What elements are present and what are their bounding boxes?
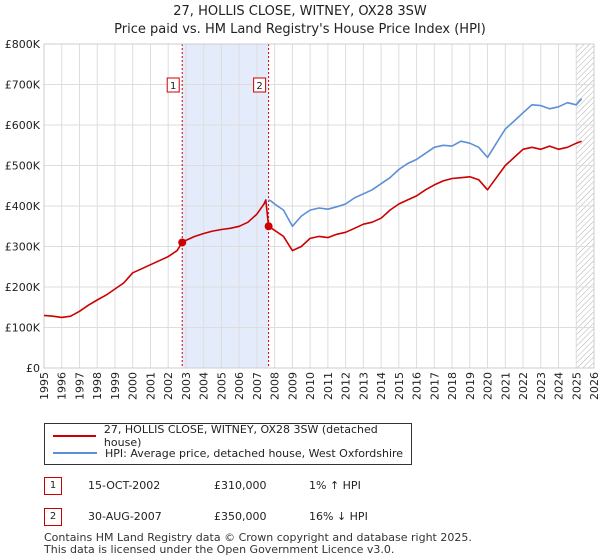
transaction-price: £310,000 (214, 479, 267, 492)
y-tick-label: £300K (5, 241, 41, 254)
legend-label-property: 27, HOLLIS CLOSE, WITNEY, OX28 3SW (deta… (103, 423, 378, 449)
transaction-date: 30-AUG-2007 (88, 510, 162, 523)
x-tick-label: 2008 (269, 372, 282, 400)
transaction-price: £350,000 (214, 510, 267, 523)
x-tick-label: 2021 (499, 372, 512, 400)
x-tick-label: 2011 (322, 372, 335, 400)
price-chart: £0 £100K £200K £300K £400K £500K £600K £700K £80… (5, 38, 600, 400)
transaction-badge: 2 (44, 508, 62, 526)
legend-item-hpi: HPI: Average price, detached house, West… (53, 445, 403, 461)
marker-label: 1 (170, 81, 176, 92)
legend-line-property (53, 435, 96, 437)
legend: 27, HOLLIS CLOSE, WITNEY, OX28 3SW (deta… (44, 423, 412, 465)
x-tick-label: 2025 (570, 372, 583, 400)
x-tick-label: 2026 (588, 372, 600, 400)
legend-label-hpi: HPI: Average price, detached house, West… (105, 446, 404, 460)
y-tick-label: £800K (5, 38, 41, 51)
y-tick-label: £600K (5, 119, 41, 132)
transaction-row: 2 30-AUG-2007 £350,000 16% ↓ HPI (44, 508, 564, 526)
x-tick-label: 2012 (340, 372, 353, 400)
y-tick-label: £200K (5, 281, 41, 294)
x-tick-label: 2020 (482, 372, 495, 400)
x-tick-label: 2017 (428, 372, 441, 400)
x-tick-label: 1999 (109, 372, 122, 400)
transaction-date: 15-OCT-2002 (88, 479, 161, 492)
x-tick-label: 2019 (464, 372, 477, 400)
x-tick-label: 2001 (144, 372, 157, 400)
y-tick-label: £400K (5, 200, 41, 213)
x-tick-label: 2014 (375, 372, 388, 400)
x-tick-label: 1995 (38, 372, 51, 400)
x-tick-label: 1996 (56, 372, 69, 400)
y-tick-label: £500K (5, 160, 41, 173)
transaction-row: 1 15-OCT-2002 £310,000 1% ↑ HPI (44, 477, 564, 495)
marker-box (166, 77, 180, 93)
x-tick-label: 2023 (535, 372, 548, 400)
y-tick-label: £100K (5, 322, 41, 335)
x-tick-label: 2016 (411, 372, 424, 400)
footer-licence: This data is licensed under the Open Gov… (44, 543, 395, 556)
x-tick-label: 2015 (393, 372, 406, 400)
plot-area (43, 43, 595, 369)
footer-copyright: Contains HM Land Registry data © Crown c… (44, 531, 472, 544)
legend-line-hpi (53, 452, 97, 454)
transaction-hpi-diff: 1% ↑ HPI (309, 479, 361, 492)
x-tick-label: 2022 (517, 372, 530, 400)
transaction-point (264, 222, 273, 231)
x-tick-label: 2005 (215, 372, 228, 400)
chart-title: 27, HOLLIS CLOSE, WITNEY, OX28 3SW (173, 4, 427, 19)
transaction-point (178, 238, 187, 247)
x-tick-label: 2000 (127, 372, 140, 400)
x-tick-label: 2010 (304, 372, 317, 400)
x-tick-label: 1997 (73, 372, 86, 400)
x-tick-label: 2003 (180, 372, 193, 400)
x-tick-label: 2004 (198, 372, 211, 400)
x-tick-label: 2002 (162, 372, 175, 400)
marker-box (253, 77, 267, 93)
x-tick-label: 2007 (251, 372, 264, 400)
x-tick-label: 2024 (553, 372, 566, 400)
y-tick-label: £700K (5, 79, 41, 92)
x-tick-label: 2006 (233, 372, 246, 400)
marker-label: 2 (256, 81, 262, 92)
series-line (268, 98, 583, 228)
y-tick-label: £0 (26, 362, 40, 375)
series-line (43, 140, 582, 319)
transaction-hpi-diff: 16% ↓ HPI (309, 510, 368, 523)
x-tick-label: 1998 (91, 372, 104, 400)
x-tick-label: 2013 (357, 372, 370, 400)
x-tick-label: 2018 (446, 372, 459, 400)
x-tick-label: 2009 (286, 372, 299, 400)
legend-item-property: 27, HOLLIS CLOSE, WITNEY, OX28 3SW (deta… (53, 423, 411, 449)
transaction-badge: 1 (44, 477, 62, 495)
chart-subtitle: Price paid vs. HM Land Registry's House … (114, 22, 486, 37)
